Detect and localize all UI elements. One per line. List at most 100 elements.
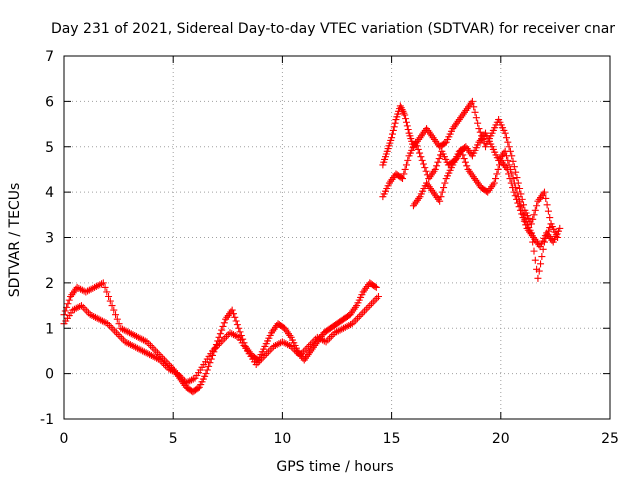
track-b-point — [263, 350, 271, 358]
track-e-point — [538, 253, 546, 261]
track-b-point — [324, 336, 332, 344]
track-a-point — [61, 307, 69, 315]
track-e-point — [527, 229, 535, 237]
track-c-point — [501, 129, 509, 137]
x-tick-label: 20 — [492, 431, 510, 447]
chart-title: Day 231 of 2021, Sidereal Day-to-day VTE… — [51, 21, 615, 37]
track-e-point — [506, 165, 514, 173]
track-a-point — [372, 283, 380, 291]
axis-ticks: 0 5 10 15 20 25 -1 0 1 2 3 4 5 6 7 — [40, 49, 619, 447]
track-e-point — [520, 211, 528, 219]
track-c-point — [527, 220, 535, 228]
track-e-point — [517, 202, 525, 210]
track-b-point — [364, 303, 372, 311]
track-a-point — [371, 283, 379, 291]
track-c-point — [402, 115, 410, 123]
track-e-point — [512, 184, 520, 192]
track-e-point — [513, 188, 521, 196]
track-b-point — [107, 323, 115, 331]
y-tick-label: 5 — [45, 140, 54, 156]
track-b-point — [371, 296, 379, 304]
track-c-point — [504, 138, 512, 146]
track-c-point — [468, 97, 476, 105]
track-c-point — [403, 122, 411, 130]
x-tick-label: 10 — [273, 431, 291, 447]
track-c-point — [505, 143, 513, 151]
track-d-point — [490, 179, 498, 187]
y-tick-label: 2 — [45, 276, 54, 292]
track-a-point — [205, 362, 213, 370]
track-e-point — [502, 152, 510, 160]
track-b-point — [361, 307, 369, 315]
track-d-point — [404, 156, 412, 164]
track-a-point — [202, 370, 210, 378]
track-b-point — [257, 355, 265, 363]
track-e-point — [436, 197, 444, 205]
track-a-point — [218, 326, 226, 334]
track-d-point — [461, 158, 469, 166]
y-tick-label: 6 — [45, 94, 54, 110]
track-c-point — [470, 103, 478, 111]
y-tick-label: 4 — [45, 185, 54, 201]
track-d-point — [460, 155, 468, 163]
track-b-point — [79, 303, 87, 311]
track-d-point — [416, 149, 424, 157]
track-b-point — [327, 332, 335, 340]
track-a-point — [150, 345, 158, 353]
track-e-point — [508, 170, 516, 178]
track-b-point — [366, 302, 374, 310]
track-d-point — [433, 162, 441, 170]
track-b-point — [362, 305, 370, 313]
y-tick-label: 0 — [45, 367, 54, 383]
track-c-point — [474, 119, 482, 127]
track-a-point — [232, 317, 240, 325]
track-c-point — [404, 126, 412, 134]
track-c-point — [471, 108, 479, 116]
track-b-point — [354, 314, 362, 322]
track-c-point — [542, 194, 550, 202]
track-a-point — [231, 313, 239, 321]
x-axis-label: GPS time / hours — [276, 459, 393, 475]
track-b-point — [266, 346, 274, 354]
track-c-point — [540, 188, 548, 196]
track-b-point — [359, 309, 367, 317]
track-e-point — [440, 184, 448, 192]
track-a-point — [206, 359, 214, 367]
track-b-point — [112, 329, 120, 337]
x-tick-label: 5 — [169, 431, 178, 447]
track-c-point — [513, 174, 521, 182]
y-axis-label: SDTVAR / TECUs — [7, 183, 23, 298]
track-a-point — [112, 311, 120, 319]
track-e-point — [437, 193, 445, 201]
track-d-point — [494, 165, 502, 173]
track-d-point — [399, 175, 407, 183]
track-a-point — [233, 321, 241, 329]
track-e-point — [539, 245, 547, 253]
track-d-point — [556, 224, 564, 232]
track-a-point — [216, 330, 224, 338]
track-a-point — [103, 288, 111, 296]
track-e-point — [530, 247, 538, 255]
track-e-point — [504, 156, 512, 164]
track-c-point — [510, 163, 518, 171]
track-c-point — [390, 123, 398, 131]
track-e-point — [510, 179, 518, 187]
track-a-point — [64, 300, 72, 308]
track-b-point — [76, 302, 84, 310]
x-tick-label: 0 — [60, 431, 69, 447]
track-b-point — [189, 375, 197, 383]
track-c-point — [543, 201, 551, 209]
track-c-point — [401, 111, 409, 119]
track-e-point — [531, 256, 539, 264]
track-c-point — [529, 215, 537, 223]
track-c-point — [391, 119, 399, 127]
track-e-point — [534, 274, 542, 282]
track-a-point — [203, 366, 211, 374]
track-e-point — [509, 175, 517, 183]
track-a-point — [215, 333, 223, 341]
track-b-point — [369, 298, 377, 306]
track-b-point — [109, 325, 117, 333]
track-c-point — [533, 202, 541, 210]
track-d-point — [419, 160, 427, 168]
